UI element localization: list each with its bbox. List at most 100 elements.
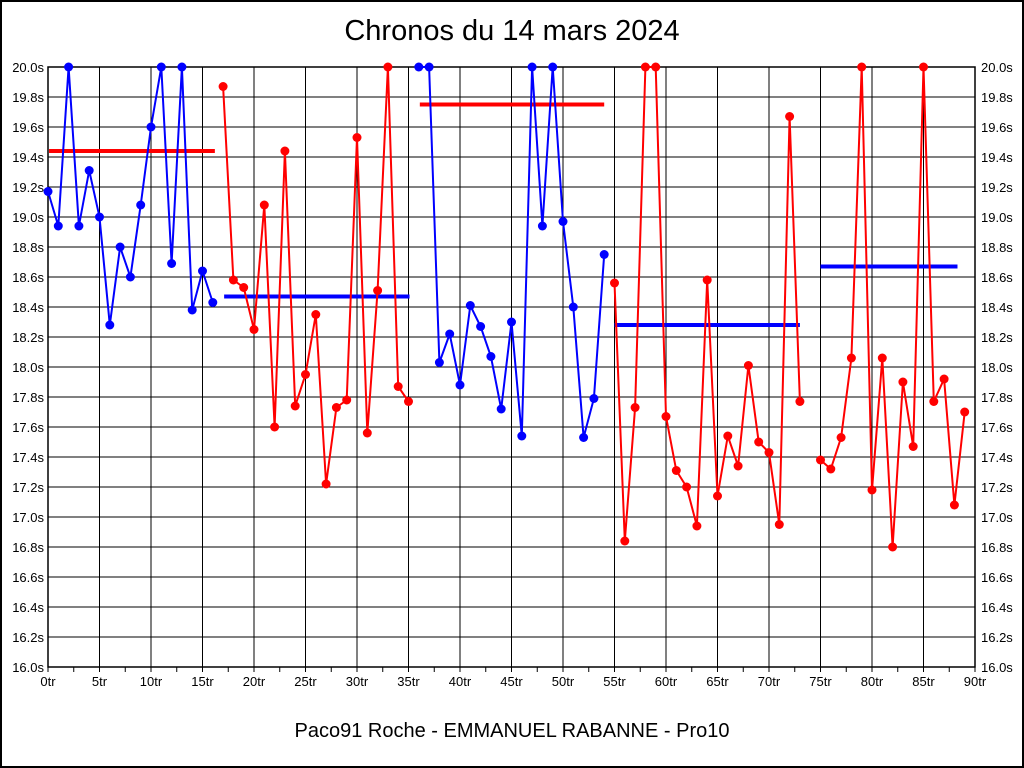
segment-3-data-point	[414, 62, 424, 72]
x-axis-label: 15tr	[191, 674, 214, 689]
segment-2-data-point	[259, 200, 269, 210]
x-axis-label: 5tr	[92, 674, 108, 689]
segment-2-data-point	[352, 133, 362, 142]
segment-4-data-point	[661, 412, 671, 421]
segment-5-data-point	[877, 353, 887, 363]
y-axis-label-right: 18.4s	[981, 300, 1013, 315]
segment-1-data-point	[198, 266, 207, 276]
y-axis-label-right: 19.2s	[981, 180, 1013, 195]
segment-1-data-point	[43, 187, 53, 196]
segment-1-data-point	[177, 62, 187, 72]
segment-2-data-point	[362, 428, 372, 438]
segment-2-data-point	[373, 286, 383, 295]
y-axis-label-left: 16.0s	[12, 660, 44, 675]
y-axis-label-left: 17.4s	[12, 450, 44, 465]
segment-2-data-point	[301, 370, 310, 379]
x-axis-label: 90tr	[964, 674, 987, 689]
segment-2-data-point	[290, 401, 300, 411]
y-axis-label-right: 16.2s	[981, 630, 1013, 645]
x-axis-label: 85tr	[912, 674, 935, 689]
y-axis-label-right: 17.6s	[981, 420, 1013, 435]
segment-5-data-point	[960, 407, 970, 417]
y-axis-label-right: 19.6s	[981, 120, 1013, 135]
segment-5-data-point	[816, 455, 825, 465]
x-axis-label: 80tr	[861, 674, 884, 689]
y-axis-label-right: 19.8s	[981, 90, 1013, 105]
segment-3-data-point	[548, 62, 558, 72]
segment-2-data-point	[239, 283, 249, 292]
segment-5-data-point	[836, 433, 846, 442]
segment-1-line	[47, 66, 214, 326]
x-axis-label: 75tr	[809, 674, 832, 689]
segment-3-data-point	[537, 221, 547, 231]
segment-5-data-point	[939, 374, 949, 384]
segment-3-data-point	[527, 62, 537, 72]
x-axis-label: 30tr	[346, 674, 369, 689]
x-axis-label: 35tr	[397, 674, 420, 689]
segment-1-data-point	[187, 305, 197, 315]
segment-3-data-point	[599, 250, 609, 259]
y-axis-label-left: 18.6s	[12, 270, 44, 285]
segment-5-data-point	[929, 397, 939, 406]
segment-2-data-point	[342, 395, 352, 405]
segment-3-data-point	[455, 380, 465, 390]
segment-4-data-point	[651, 62, 661, 72]
segment-4-data-point	[640, 62, 650, 72]
segment-4-data-point	[682, 482, 692, 492]
y-axis-label-left: 19.8s	[12, 90, 44, 105]
y-axis-label-right: 17.4s	[981, 450, 1013, 465]
segment-4-data-point	[620, 536, 630, 546]
y-axis-label-right: 18.6s	[981, 270, 1013, 285]
segment-4-data-point	[733, 461, 743, 471]
segment-4-data-point	[764, 448, 774, 457]
y-axis-label-right: 20.0s	[981, 60, 1013, 75]
segment-4-data-point	[785, 112, 795, 121]
chart-title: Chronos du 14 mars 2024	[344, 15, 680, 47]
y-axis-label-left: 19.6s	[12, 120, 44, 135]
segment-3-data-point	[568, 302, 578, 312]
segment-3-data-point	[589, 394, 599, 403]
y-axis-label-right: 19.4s	[981, 150, 1013, 165]
x-axis-label: 0tr	[40, 674, 56, 689]
y-axis-label-left: 16.2s	[12, 630, 44, 645]
segment-1-data-point	[64, 62, 74, 72]
segment-2-data-point	[280, 146, 290, 156]
y-axis-label-left: 16.4s	[12, 600, 44, 615]
segment-5-data-point	[857, 62, 867, 72]
segment-1-data-point	[156, 62, 166, 72]
segment-5-data-point	[867, 485, 877, 495]
segment-3-data-point	[558, 217, 568, 226]
segment-3-data-point	[507, 317, 516, 327]
segment-3-data-point	[424, 62, 434, 72]
segment-2-data-point	[270, 422, 280, 432]
segment-3-data-point	[496, 404, 506, 414]
segment-3-data-point	[476, 322, 486, 331]
y-axis-label-right: 17.0s	[981, 510, 1013, 525]
segment-2-data-point	[311, 310, 321, 319]
segment-1-data-point	[74, 221, 84, 231]
y-axis-label-left: 18.0s	[12, 360, 44, 375]
y-axis-label-right: 16.0s	[981, 660, 1013, 675]
chart-caption: Paco91 Roche - EMMANUEL RABANNE - Pro10	[294, 720, 730, 742]
segment-1-data-point	[53, 221, 63, 231]
segment-5-data-point	[919, 62, 928, 72]
y-axis-label-left: 17.8s	[12, 390, 44, 405]
segment-4-data-point	[692, 521, 702, 531]
segment-5-data-point	[908, 442, 918, 451]
segment-1-data-point	[146, 122, 156, 132]
y-axis-label-right: 16.8s	[981, 540, 1013, 555]
segment-4-line	[613, 66, 801, 542]
x-axis-label: 55tr	[603, 674, 626, 689]
x-axis-label: 40tr	[449, 674, 472, 689]
y-axis-label-right: 17.8s	[981, 390, 1013, 405]
x-axis-label: 45tr	[500, 674, 523, 689]
segment-2-data-point	[228, 275, 238, 285]
x-axis-label: 65tr	[706, 674, 729, 689]
segment-2-data-point	[383, 62, 393, 72]
y-axis-label-right: 19.0s	[981, 210, 1013, 225]
y-axis-label-left: 18.2s	[12, 330, 44, 345]
x-axis-label: 70tr	[758, 674, 781, 689]
y-axis-label-right: 18.8s	[981, 240, 1013, 255]
segment-4-data-point	[702, 275, 712, 285]
